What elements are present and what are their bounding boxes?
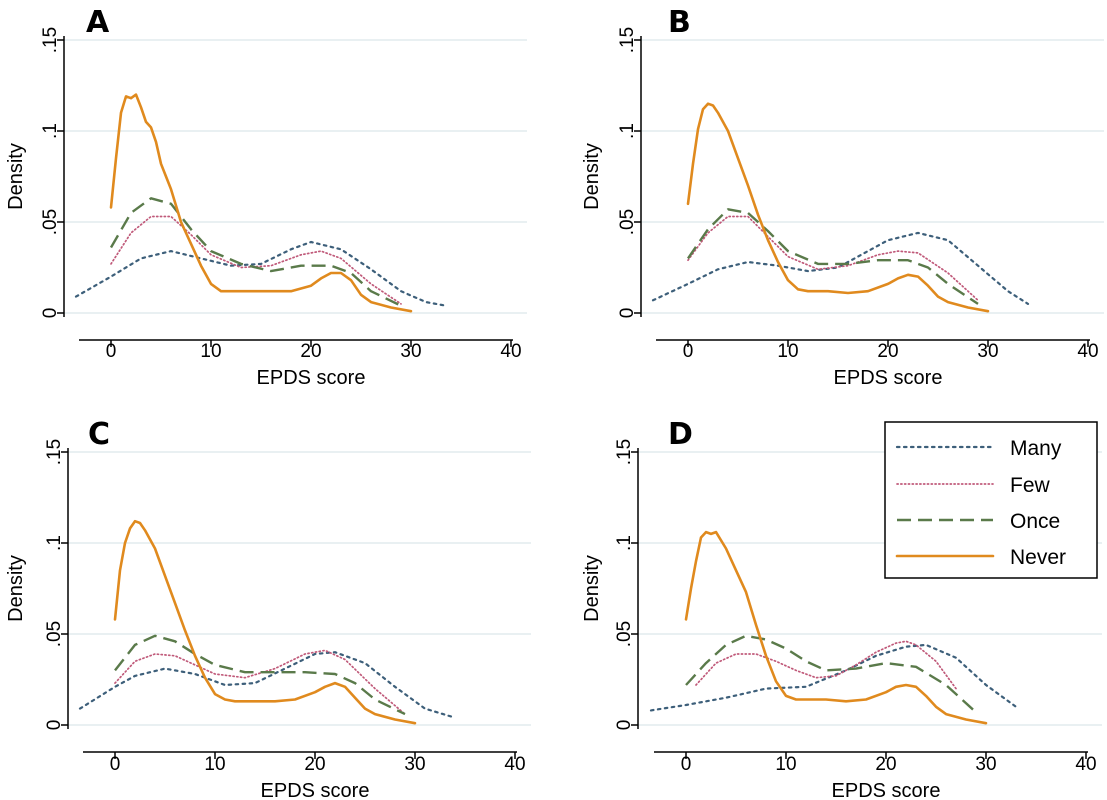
- x-tick-label: 30: [404, 754, 425, 775]
- x-tick-label: 20: [875, 754, 896, 775]
- series-line-many: [78, 651, 457, 719]
- y-tick-label: .05: [614, 621, 635, 647]
- y-tick-label: .05: [44, 621, 65, 647]
- x-tick-label: 20: [300, 341, 321, 362]
- series-line-few: [114, 649, 406, 715]
- y-tick-label: .15: [617, 27, 638, 53]
- x-axis-title: EPDS score: [257, 367, 366, 389]
- x-tick-label: 20: [304, 754, 325, 775]
- panel-c: 0 .05 .1 .15 0 10 20 30 40 EPDS score Density C: [5, 417, 531, 800]
- panel-letter: C: [88, 417, 110, 452]
- series-line-never: [109, 93, 413, 313]
- x-tick-label: 40: [1075, 754, 1096, 775]
- x-tick-label: 10: [777, 341, 798, 362]
- y-tick-label: .1: [40, 123, 61, 139]
- x-tick-label: 10: [775, 754, 796, 775]
- series-line-never: [113, 519, 417, 725]
- y-axis-title: Density: [581, 143, 603, 210]
- panel-b: 0 .05 .1 .15 0 10 20 30 40 EPDS score Density B: [581, 5, 1104, 389]
- legend-label-never: Never: [1010, 546, 1066, 569]
- series-line-never: [684, 530, 988, 725]
- series-line-many: [649, 643, 1018, 712]
- x-tick-label: 0: [106, 341, 117, 362]
- legend: Many Few Once Never: [884, 421, 1098, 579]
- x-axis-title: EPDS score: [832, 780, 941, 800]
- panel-letter: B: [668, 5, 691, 40]
- y-tick-label: .1: [617, 123, 638, 139]
- series-line-once: [685, 634, 977, 714]
- x-tick-label: 10: [200, 341, 221, 362]
- panel-letter: A: [86, 5, 110, 40]
- x-tick-label: 20: [877, 341, 898, 362]
- x-tick-label: 0: [683, 341, 694, 362]
- y-tick-label: 0: [44, 720, 65, 731]
- x-tick-label: 40: [500, 341, 521, 362]
- x-tick-label: 0: [110, 754, 121, 775]
- y-tick-label: .15: [614, 439, 635, 465]
- y-tick-label: .15: [44, 439, 65, 465]
- x-axis-title: EPDS score: [261, 780, 370, 800]
- series-line-few: [110, 215, 402, 305]
- y-axis-title: Density: [5, 143, 27, 210]
- panel-d: 0 .05 .1 .15 0 10 20 30 40 EPDS score Density D: [581, 417, 1102, 800]
- x-tick-label: 30: [400, 341, 421, 362]
- series-line-many: [651, 231, 1030, 305]
- series-line-never: [686, 102, 990, 313]
- legend-label-few: Few: [1010, 474, 1051, 497]
- series-line-once: [687, 208, 979, 305]
- series-line-few: [695, 640, 957, 690]
- series-line-once: [114, 634, 406, 716]
- x-axis-title: EPDS score: [834, 367, 943, 389]
- y-tick-label: .05: [40, 209, 61, 235]
- y-tick-label: 0: [40, 308, 61, 319]
- x-tick-label: 0: [681, 754, 692, 775]
- y-tick-label: .05: [617, 209, 638, 235]
- x-tick-label: 40: [1077, 341, 1098, 362]
- legend-label-many: Many: [1010, 437, 1062, 460]
- x-tick-label: 40: [504, 754, 525, 775]
- panels: 0 .05 .1 .15 0 10 20 30 40 EPDS score Density A 0 .05…: [5, 5, 1104, 800]
- panel-letter: D: [668, 417, 693, 452]
- y-tick-label: .15: [40, 27, 61, 53]
- y-tick-label: 0: [617, 308, 638, 319]
- series-line-few: [687, 215, 979, 302]
- panel-a: 0 .05 .1 .15 0 10 20 30 40 EPDS score Density A: [5, 5, 527, 389]
- x-tick-label: 10: [204, 754, 225, 775]
- y-tick-label: 0: [614, 720, 635, 731]
- series-line-once: [109, 197, 402, 307]
- legend-label-once: Once: [1010, 510, 1060, 533]
- y-tick-label: .1: [614, 535, 635, 551]
- y-axis-title: Density: [581, 555, 603, 622]
- x-tick-label: 30: [977, 341, 998, 362]
- x-tick-label: 30: [975, 754, 996, 775]
- y-tick-label: .1: [44, 535, 65, 551]
- series-line-many: [74, 240, 448, 307]
- y-axis-title: Density: [5, 555, 27, 622]
